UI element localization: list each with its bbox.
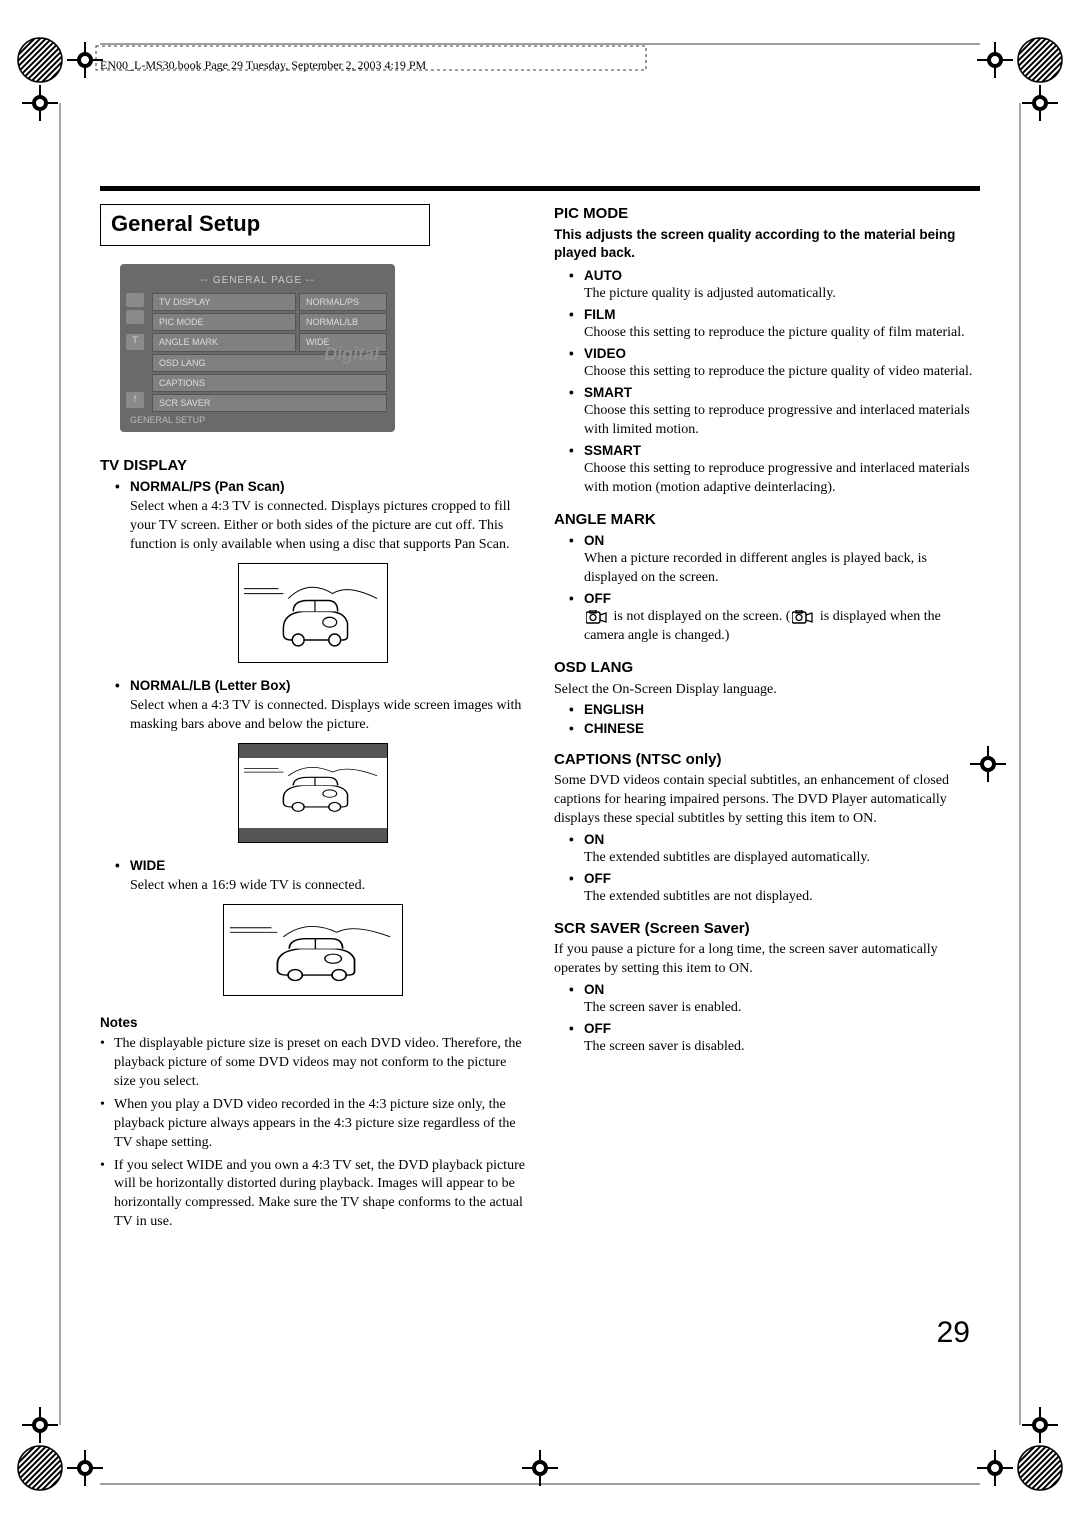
pic-mode-desc: This adjusts the screen quality accordin… [554, 226, 980, 262]
note-item: When you play a DVD video recorded in th… [100, 1096, 526, 1153]
scr-saver-heading: SCR SAVER (Screen Saver) [554, 919, 980, 939]
illustration-pan-scan [238, 563, 388, 663]
note-item: If you select WIDE and you own a 4:3 TV … [100, 1157, 526, 1233]
notes-heading: Notes [100, 1014, 526, 1032]
notes-list: The displayable picture size is preset o… [100, 1035, 526, 1232]
osd-lang-heading: OSD LANG [554, 658, 980, 678]
wide-body: Select when a 16:9 wide TV is connected. [130, 877, 526, 896]
menu-screenshot: -- GENERAL PAGE -- T ↑ TV DISPLAYNORMAL/… [120, 264, 395, 432]
angle-mark-heading: ANGLE MARK [554, 510, 980, 530]
menu-header: -- GENERAL PAGE -- [120, 264, 395, 288]
pic-mode-heading: PIC MODE [554, 204, 980, 224]
normal-lb-title: NORMAL/LB (Letter Box) [130, 677, 526, 695]
section-title: General Setup [111, 209, 419, 239]
wide-title: WIDE [130, 857, 526, 875]
camera-icon [586, 610, 608, 624]
right-column: PIC MODE This adjusts the screen quality… [554, 200, 980, 1236]
illustration-wide [223, 904, 403, 996]
left-column: General Setup -- GENERAL PAGE -- T ↑ TV … [100, 200, 526, 1236]
section-title-box: General Setup [100, 204, 430, 246]
normal-ps-body: Select when a 4:3 TV is connected. Displ… [130, 498, 526, 555]
tv-display-heading: TV DISPLAY [100, 456, 526, 476]
page-number: 29 [937, 1316, 970, 1350]
page-header-text: EN00_L-MS30.book Page 29 Tuesday, Septem… [100, 58, 980, 73]
illustration-letterbox [238, 743, 388, 843]
top-rule [100, 186, 980, 191]
normal-ps-title: NORMAL/PS (Pan Scan) [130, 478, 526, 496]
note-item: The displayable picture size is preset o… [100, 1035, 526, 1092]
captions-heading: CAPTIONS (NTSC only) [554, 750, 980, 770]
camera-icon [792, 610, 814, 624]
normal-lb-body: Select when a 4:3 TV is connected. Displ… [130, 697, 526, 735]
angle-off-body: is not displayed on the screen. ( is dis… [584, 608, 980, 646]
